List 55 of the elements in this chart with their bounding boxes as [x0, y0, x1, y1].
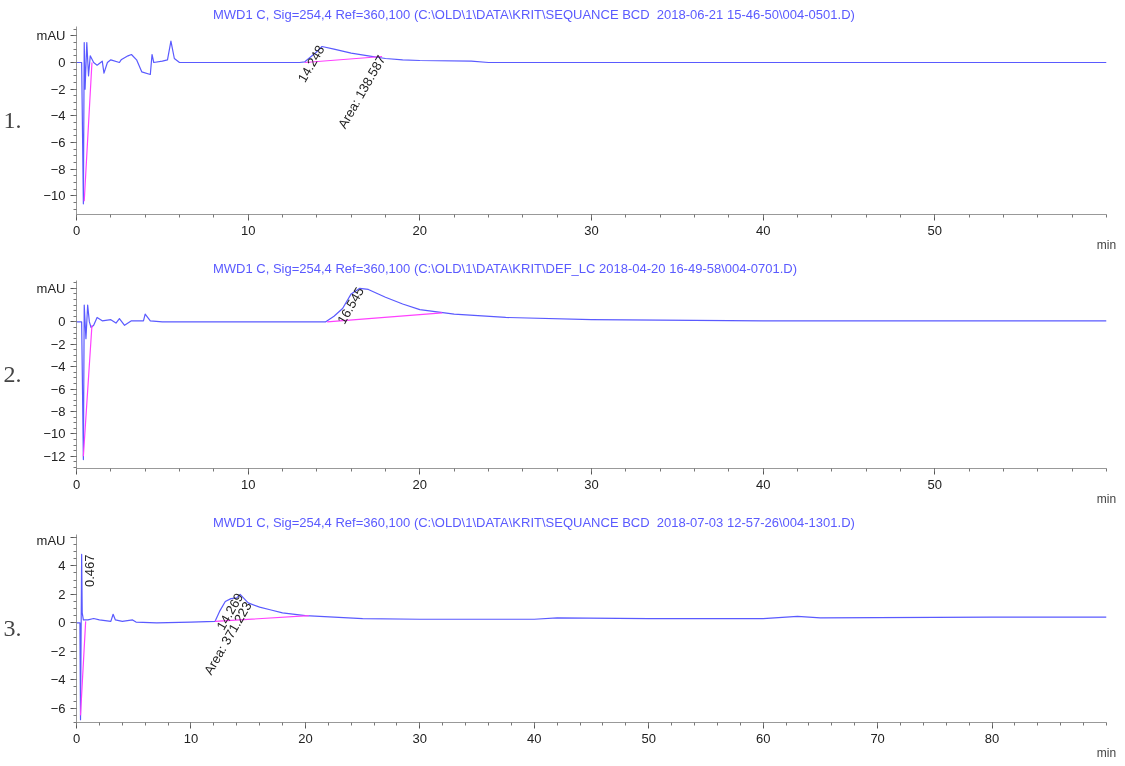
x-tick-label: 40	[527, 730, 542, 746]
y-tick-label: −2	[50, 81, 66, 97]
y-tick-label: −6	[50, 700, 66, 716]
y-tick-label: −6	[50, 135, 66, 150]
text: MWD1 C, Sig=254,4 Ref=360,100 (C:\OLD\1\DATA\KRIT\SEQUANCE BCD 2018-07-03 12-57-26\004-1301.D)	[213, 515, 855, 530]
y-tick-label: −8	[50, 161, 66, 177]
x-axis-title: min	[1096, 237, 1117, 252]
text: 2.	[3, 361, 22, 387]
x-axis-title: min	[1096, 745, 1117, 760]
annotation: 0.467	[81, 554, 97, 587]
x-tick-label: 10	[183, 730, 199, 746]
y-tick-label: 0	[58, 55, 66, 70]
text: 1.	[3, 107, 22, 133]
y-tick-label: mAU	[36, 532, 66, 548]
x-tick-label: 0	[72, 222, 81, 238]
y-tick-label: −4	[50, 108, 66, 124]
y-tick-label: 0	[58, 314, 66, 330]
x-tick-label: 70	[870, 730, 885, 746]
x-tick-label: 20	[412, 476, 428, 492]
x-tick-label: 50	[927, 222, 943, 238]
line-series	[76, 287, 1107, 461]
y-tick-label: −10	[43, 188, 66, 204]
x-tick-label: 10	[240, 222, 256, 238]
x-tick-label: 0	[72, 730, 81, 746]
y-tick-label: −12	[43, 448, 66, 464]
y-tick-label: mAU	[36, 280, 66, 296]
y-tick-label: 0	[58, 615, 66, 631]
x-tick-label: 50	[641, 730, 656, 746]
y-tick-label: −2	[50, 643, 66, 659]
y-tick-label: 2	[58, 586, 66, 602]
x-tick-label: 40	[755, 222, 771, 238]
text: 3.	[3, 615, 22, 641]
x-tick-label: 60	[755, 730, 771, 746]
x-tick-label: 10	[240, 476, 256, 492]
x-tick-label: 20	[412, 222, 428, 238]
line-series	[76, 40, 1107, 205]
text: MWD1 C, Sig=254,4 Ref=360,100 (C:\OLD\1\DATA\KRIT\DEF_LC 2018-04-20 16-49-58\004-0701.D)	[213, 261, 798, 276]
x-tick-label: 30	[584, 222, 599, 238]
x-tick-label: 0	[72, 476, 81, 492]
y-tick-label: −10	[43, 426, 66, 442]
x-tick-label: 50	[927, 476, 943, 492]
y-tick-label: mAU	[36, 28, 66, 44]
x-tick-label: 40	[755, 476, 771, 492]
x-tick-label: 30	[584, 476, 599, 492]
y-tick-label: −8	[50, 403, 66, 419]
y-tick-label: −4	[50, 672, 66, 688]
x-tick-label: 30	[412, 730, 428, 746]
y-tick-label: −2	[50, 336, 66, 352]
x-tick-label: 80	[984, 730, 1000, 746]
x-tick-label: 20	[298, 730, 313, 746]
y-tick-label: −6	[50, 381, 66, 397]
y-tick-label: −4	[50, 359, 66, 375]
x-axis-title: min	[1096, 491, 1117, 506]
text: MWD1 C, Sig=254,4 Ref=360,100 (C:\OLD\1\DATA\KRIT\SEQUANCE BCD 2018-06-21 15-46-50\004-0501.D)	[213, 7, 855, 22]
y-tick-label: 4	[58, 558, 66, 574]
